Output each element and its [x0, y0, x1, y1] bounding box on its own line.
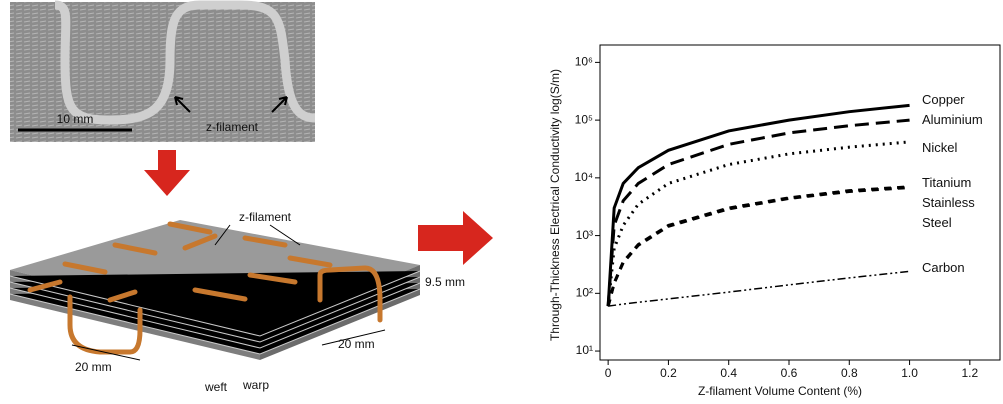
- y-axis-title: Through-Thickness Electrical Conductivit…: [548, 69, 562, 341]
- y-tick-label: 10³: [576, 228, 593, 242]
- y-tick-label: 10⁵: [575, 112, 593, 126]
- chart: Through-Thickness Electrical Conductivit…: [548, 69, 862, 398]
- x-tick-label: 0: [605, 366, 612, 380]
- y-tick-label: 10²: [576, 285, 593, 299]
- stack-diagram: z-filament 9.5 mm 20 mm 20 mm weft warp: [10, 210, 465, 394]
- x-tick-label: 0.2: [660, 366, 677, 380]
- x-tick-label: 1.0: [901, 366, 918, 380]
- photo-label: z-filament: [206, 120, 259, 134]
- series-line: [608, 271, 909, 306]
- warp: warp: [242, 378, 269, 392]
- arrow-down: [144, 150, 190, 196]
- x-tick-label: 0.8: [841, 366, 858, 380]
- series-label: Stainless Steel: [922, 193, 982, 233]
- x-axis-title: Z-filament Volume Content (%): [698, 384, 862, 398]
- scale-label: 10 mm: [57, 112, 94, 126]
- series-label: Nickel: [922, 138, 1002, 158]
- series-label: Copper: [922, 90, 1002, 110]
- series-label: Carbon: [922, 258, 1002, 278]
- series-line: [608, 142, 909, 306]
- series-label: Titanium: [922, 173, 1002, 193]
- y-tick-label: 10¹: [576, 343, 593, 357]
- x-tick-label: 0.4: [720, 366, 737, 380]
- series-line: [608, 120, 909, 306]
- arrow-right: [418, 211, 493, 265]
- micrograph: 10 mm z-filament: [10, 2, 315, 142]
- x-tick-label: 1.2: [962, 366, 979, 380]
- weft: weft: [204, 380, 228, 394]
- x-tick-label: 0.6: [781, 366, 798, 380]
- y-tick-label: 10⁶: [575, 55, 593, 69]
- series-label: Aluminium: [922, 110, 1003, 130]
- pitch-right: 20 mm: [338, 337, 375, 351]
- pitch-left: 20 mm: [75, 360, 112, 374]
- y-tick-label: 10⁴: [574, 170, 593, 184]
- page: {"figure": {"photo_scale": "10 mm", "pho…: [0, 0, 1003, 404]
- stack-label: z-filament: [239, 210, 292, 224]
- figure: 10 mm z-filament z-filament 9.5 mm 20 mm…: [0, 0, 1003, 404]
- thickness: 9.5 mm: [425, 275, 465, 289]
